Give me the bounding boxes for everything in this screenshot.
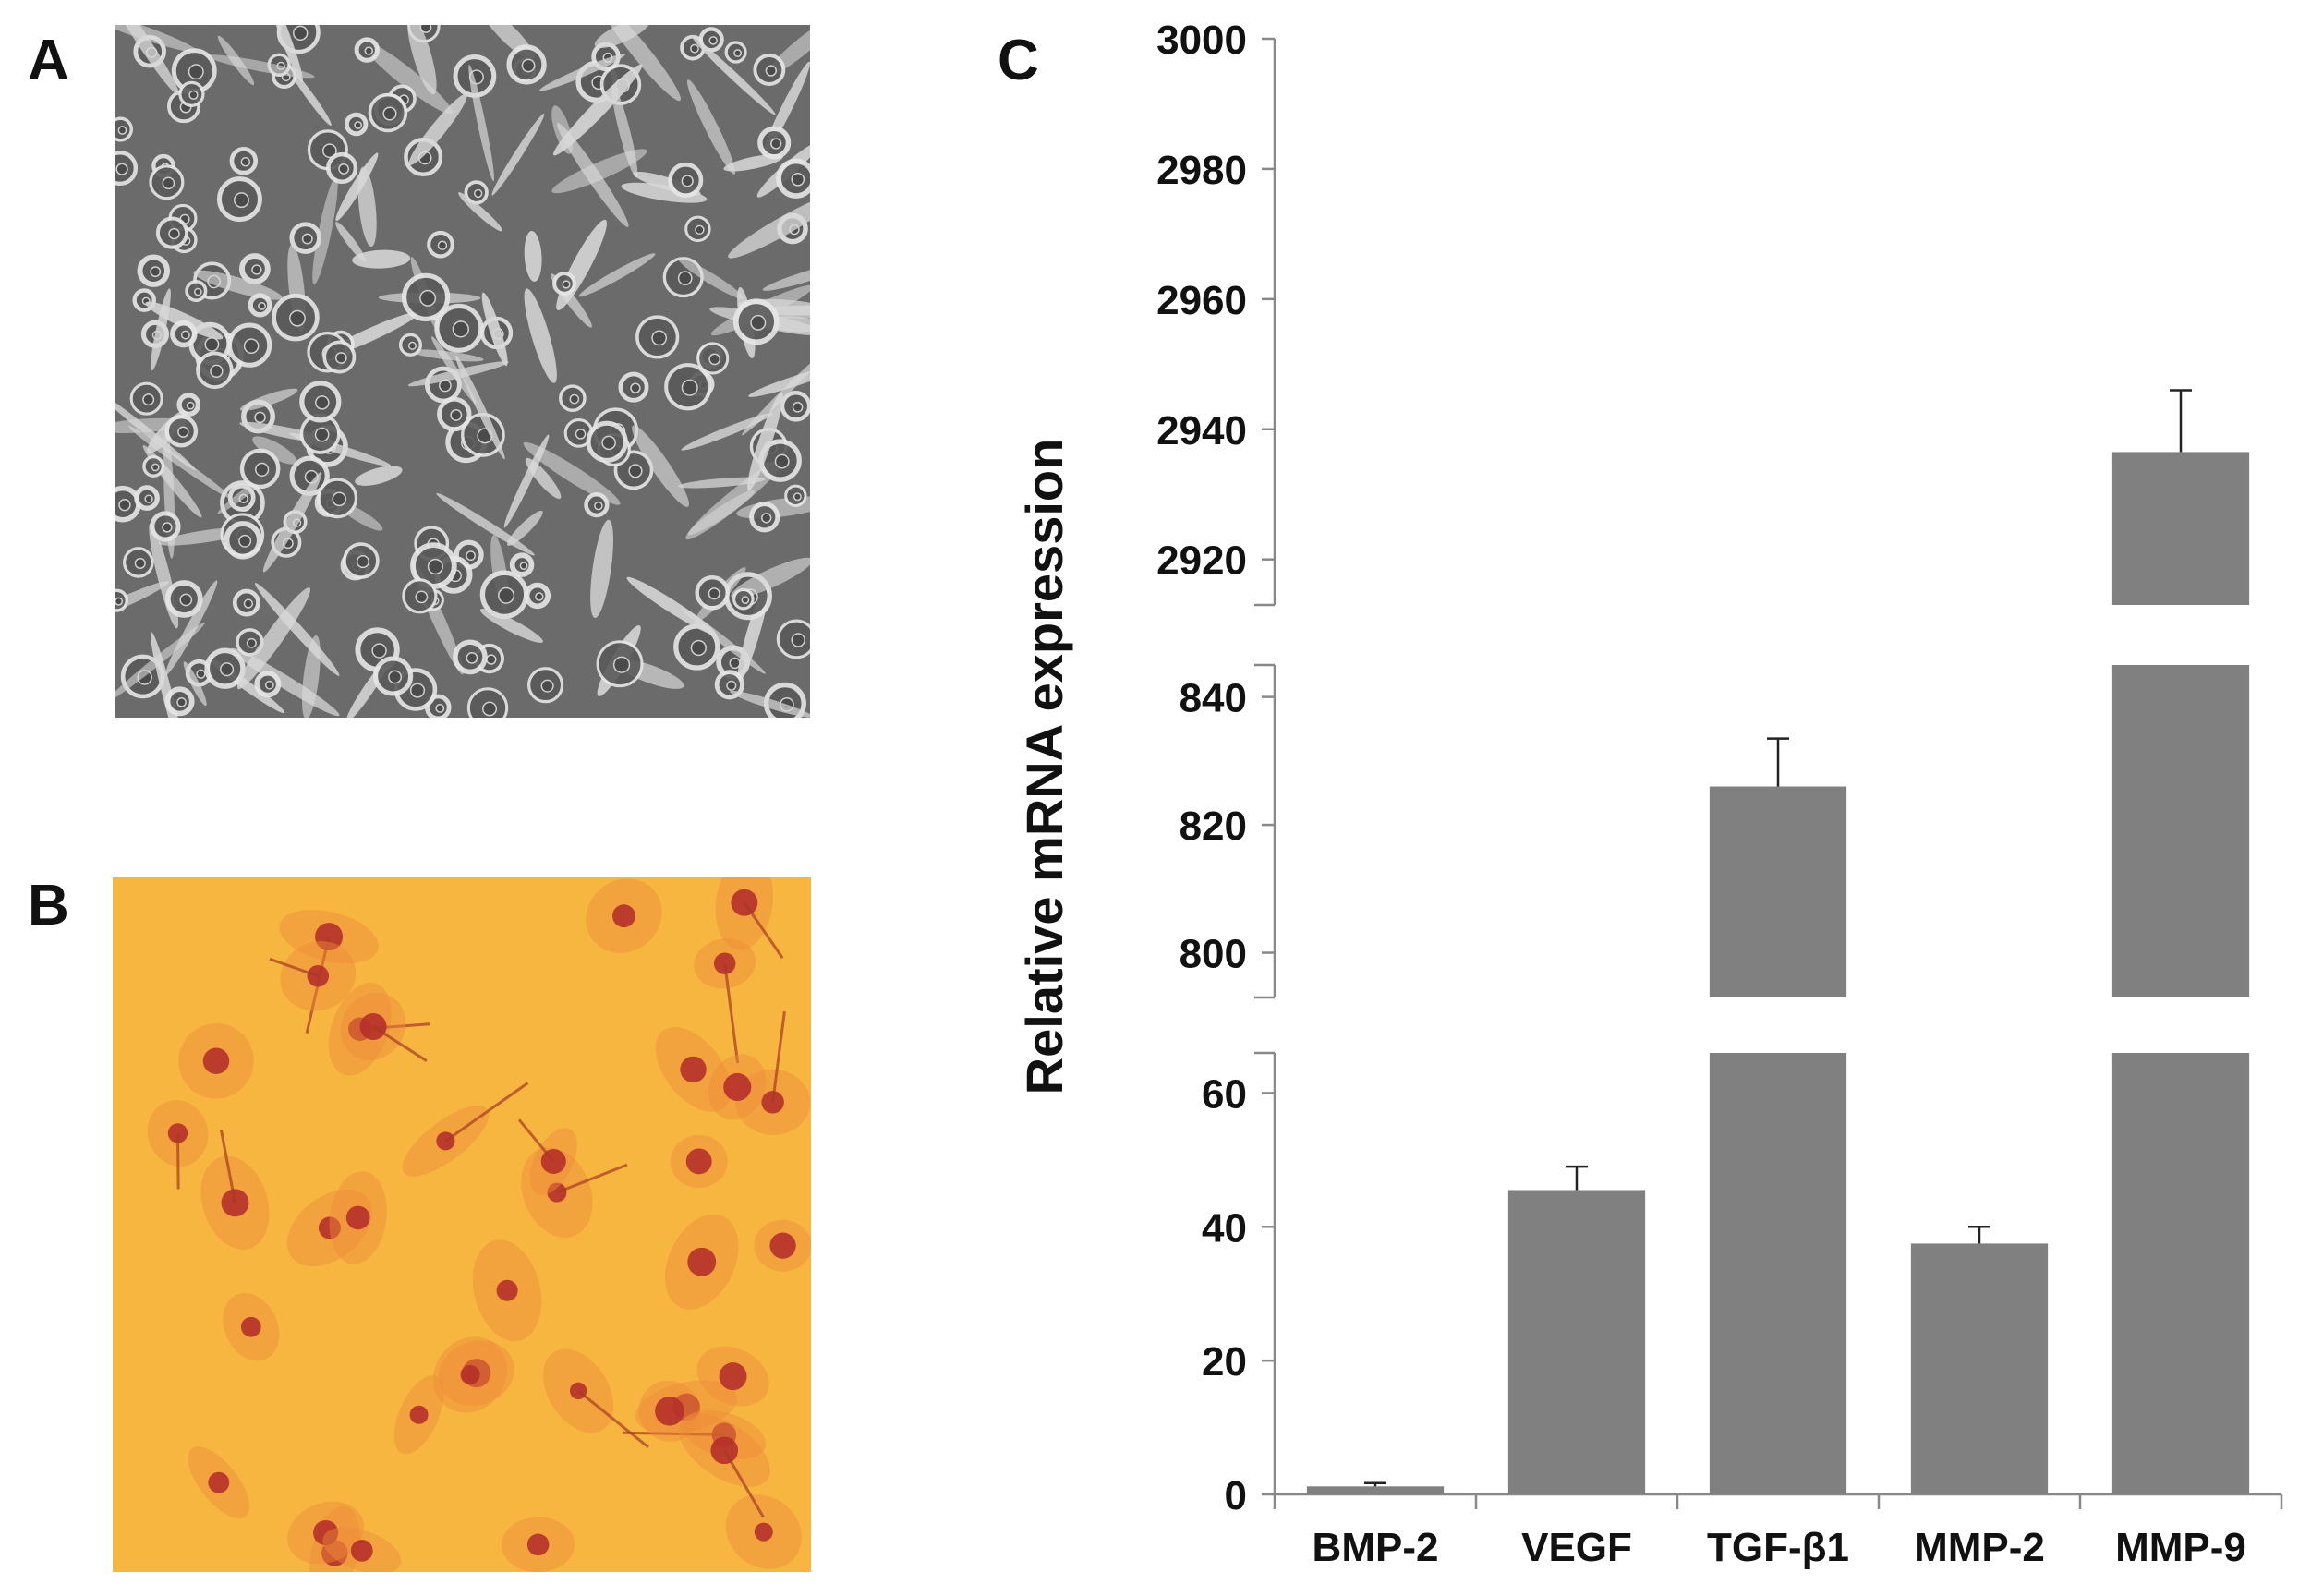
- panel-label-a: A: [28, 29, 69, 92]
- y-axis-label: Relative mRNA expression: [1015, 439, 1073, 1095]
- y-tick-label: 0: [1225, 1473, 1247, 1518]
- panel-label-c: C: [998, 29, 1039, 92]
- y-tick-label: 800: [1180, 932, 1247, 977]
- y-tick-label: 3000: [1156, 18, 1247, 63]
- panel-label-b: B: [28, 874, 69, 937]
- y-tick-label: 2960: [1156, 278, 1247, 323]
- x-tick-label: MMP-9: [2115, 1525, 2246, 1570]
- bar-chart: 0 20 40 60 800 820 840 2920 2940 2960 2980 3000 BMP-…: [1015, 18, 2283, 1570]
- y-tick-label: 20: [1202, 1339, 1247, 1384]
- x-tick-label: VEGF: [1521, 1525, 1632, 1570]
- bar-bmp-2: [1306, 1486, 1445, 1494]
- x-tick-label: BMP-2: [1313, 1525, 1439, 1570]
- x-tick-label: MMP-2: [1914, 1525, 2045, 1570]
- phase-contrast-cell-micrograph: [115, 25, 810, 718]
- y-tick-label: 2940: [1156, 408, 1247, 453]
- bar-mmp-2: [1910, 1243, 2049, 1494]
- bar-break-gap: [2110, 998, 2252, 1053]
- x-tick-label: TGF-β1: [1707, 1525, 1849, 1570]
- stained-cell-micrograph: [113, 877, 811, 1572]
- y-tick-label: 2980: [1156, 148, 1247, 193]
- bar-break-gap: [1707, 998, 1849, 1053]
- y-tick-label: 2920: [1156, 538, 1247, 584]
- bar-vegf: [1507, 1190, 1646, 1494]
- bar-tgf-1: [1709, 786, 1847, 1494]
- bar-break-gap: [2110, 605, 2252, 665]
- y-tick-label: 40: [1202, 1205, 1247, 1251]
- y-tick-label: 60: [1202, 1071, 1247, 1117]
- y-tick-label: 840: [1180, 676, 1247, 721]
- y-tick-label: 820: [1180, 804, 1247, 849]
